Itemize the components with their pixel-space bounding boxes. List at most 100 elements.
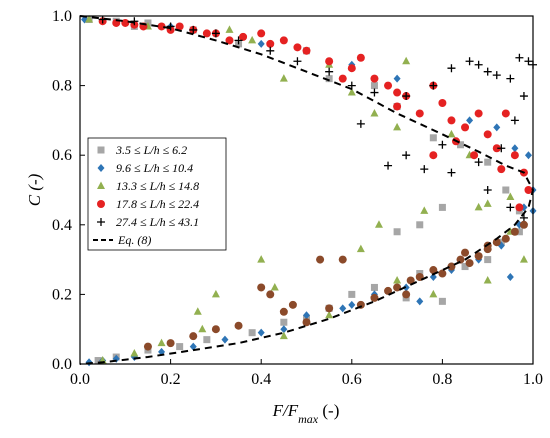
data-point [176, 343, 184, 351]
data-point [492, 71, 501, 80]
data-point [483, 199, 492, 207]
data-point [524, 151, 532, 160]
data-point [492, 238, 501, 247]
data-point [374, 220, 383, 228]
data-point [257, 29, 266, 38]
data-point [356, 119, 365, 128]
x-axis-label: F/Fmax (-) [272, 401, 340, 426]
data-point [402, 92, 411, 101]
y-axis-label: C (-) [25, 173, 44, 206]
data-point [465, 57, 474, 66]
data-point [484, 158, 492, 166]
data-point [502, 186, 510, 194]
data-point [447, 262, 456, 271]
data-point [510, 227, 519, 236]
series-3 [98, 17, 533, 212]
data-point [515, 203, 524, 212]
x-tick-label: 1.0 [523, 371, 543, 388]
data-point [370, 88, 379, 97]
data-point [474, 60, 483, 69]
legend-box [87, 137, 227, 251]
data-point [457, 141, 465, 149]
data-point [429, 266, 438, 275]
data-point [347, 64, 356, 73]
data-point [279, 307, 288, 316]
data-point [279, 331, 288, 340]
data-point [474, 252, 483, 261]
series-5 [143, 220, 528, 351]
data-point [429, 289, 438, 298]
y-tick-label: 1.0 [52, 8, 72, 25]
data-point [234, 321, 243, 330]
data-point [393, 228, 401, 236]
data-point [248, 35, 257, 44]
data-point [143, 342, 152, 351]
data-point [510, 151, 519, 160]
data-point [393, 275, 402, 284]
x-tick-label: 0.0 [70, 371, 90, 388]
data-point [257, 328, 265, 337]
data-point [506, 203, 515, 212]
data-point [316, 255, 325, 264]
data-point [519, 220, 528, 229]
data-point [338, 74, 347, 83]
y-tick-label: 0.6 [52, 147, 72, 164]
data-point [248, 329, 256, 337]
legend-marker [97, 200, 105, 208]
data-point [279, 74, 288, 82]
data-point [447, 168, 456, 177]
y-tick-label: 0.0 [52, 356, 72, 373]
data-point [429, 151, 438, 160]
data-point [266, 39, 275, 48]
data-point [470, 151, 479, 160]
data-point [402, 290, 411, 299]
legend-entry: 17.8 ≤ L/h ≤ 22.4 [116, 197, 199, 211]
data-point [465, 259, 474, 268]
data-point [393, 74, 401, 83]
data-point [438, 99, 447, 107]
data-point [266, 46, 275, 55]
data-point [325, 310, 334, 319]
data-point [157, 22, 166, 31]
data-point [483, 275, 492, 284]
data-point [524, 186, 533, 194]
data-point [420, 165, 429, 174]
data-point [415, 109, 424, 118]
data-point [492, 144, 501, 153]
data-point [519, 92, 528, 101]
data-point [497, 165, 506, 174]
data-point [484, 256, 492, 264]
data-point [293, 43, 302, 52]
x-axis-label-sub: max [298, 412, 319, 426]
y-tick-label: 0.8 [52, 78, 72, 95]
data-point [257, 255, 266, 263]
legend-marker [97, 164, 105, 172]
data-point [166, 22, 175, 31]
legend-entry: 13.3 ≤ L/h ≤ 14.8 [116, 179, 199, 193]
data-point [348, 290, 356, 298]
data-point [239, 32, 248, 41]
data-point [438, 140, 447, 149]
data-point [257, 39, 265, 48]
data-point [234, 36, 243, 45]
data-point [370, 82, 378, 90]
y-tick-label: 0.4 [52, 217, 72, 234]
data-point [370, 293, 379, 302]
x-tick-label: 0.8 [432, 371, 452, 388]
data-point [325, 57, 334, 66]
data-point [483, 186, 492, 194]
data-point [198, 324, 207, 333]
data-point [221, 335, 229, 344]
data-point [302, 46, 311, 55]
data-point [384, 161, 393, 170]
data-point [356, 244, 365, 253]
x-axis-label-suffix: (-) [318, 401, 339, 420]
plot-frame [79, 15, 534, 365]
data-point [515, 228, 523, 236]
data-point [420, 206, 429, 214]
legend-marker [97, 181, 105, 189]
data-point [189, 342, 197, 351]
data-point [370, 283, 378, 291]
data-point [429, 81, 438, 90]
